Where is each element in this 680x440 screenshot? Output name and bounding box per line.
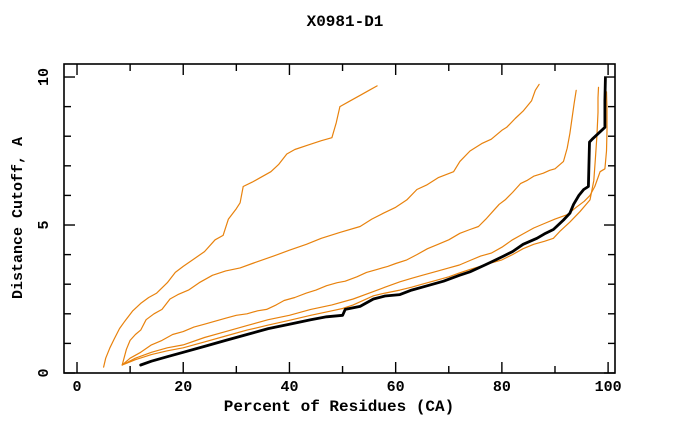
x-tick-label: 20: [174, 379, 192, 396]
series-orange-curve-2: [121, 83, 540, 366]
y-tick-label: 5: [36, 221, 53, 230]
series-layer: [102, 77, 608, 368]
y-axis-label: Distance Cutoff, A: [10, 137, 27, 299]
x-tick-label: 0: [73, 379, 82, 396]
series-orange-curve-1: [102, 85, 378, 368]
axes-layer: 0 20 40 60 80 100 0 5 10: [36, 63, 622, 396]
y-tick-label: 0: [36, 368, 53, 377]
series-orange-curve-4: [121, 91, 608, 366]
x-tick-label: 60: [387, 379, 405, 396]
x-tick-label: 40: [280, 379, 298, 396]
series-orange-curve-3: [121, 89, 577, 366]
x-tick-label: 80: [493, 379, 511, 396]
x-axis-label: Percent of Residues (CA): [224, 398, 454, 416]
y-tick-label: 10: [36, 68, 53, 86]
chart-title: X0981-D1: [307, 13, 384, 31]
x-tick-label: 100: [595, 379, 622, 396]
series-black-curve-main: [139, 77, 607, 367]
series-orange-curve-5: [121, 86, 600, 366]
plot-frame: [63, 63, 616, 374]
